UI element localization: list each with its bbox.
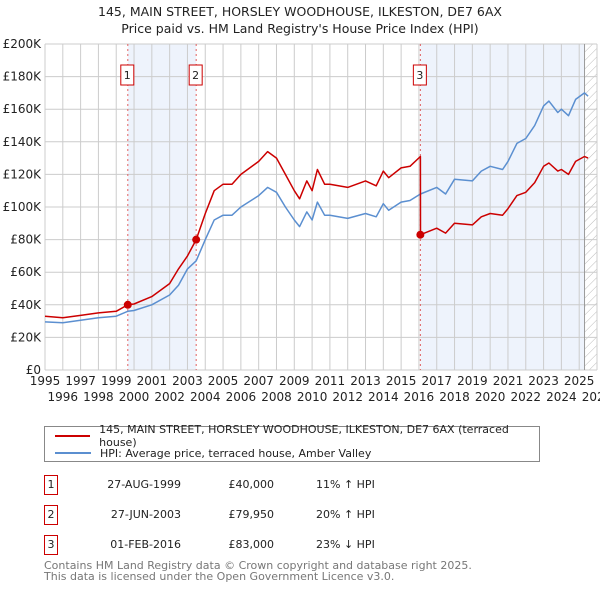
sale-marker-label: 2 — [44, 505, 58, 525]
x-tick-label: 2010 — [297, 390, 328, 404]
x-tick-label: 2015 — [386, 374, 417, 388]
chart-title: 145, MAIN STREET, HORSLEY WOODHOUSE, ILK… — [98, 4, 502, 19]
x-tick-label: 2011 — [315, 374, 346, 388]
sale-marker-label: 1 — [124, 69, 131, 82]
sale-date: 27-JUN-2003 — [110, 508, 181, 521]
chart-subtitle: Price paid vs. HM Land Registry's House … — [121, 21, 479, 36]
legend: 145, MAIN STREET, HORSLEY WOODHOUSE, ILK… — [44, 423, 540, 462]
y-tick-label: £200K — [3, 37, 43, 51]
x-tick-label: 1996 — [48, 390, 79, 404]
footer-licence: This data is licensed under the Open Gov… — [44, 570, 395, 583]
sale-marker-label: 2 — [192, 69, 199, 82]
sale-hpi-diff: 23% ↓ HPI — [316, 538, 375, 551]
legend-item-property: 145, MAIN STREET, HORSLEY WOODHOUSE, ILK… — [55, 423, 539, 449]
x-tick-label: 2000 — [119, 390, 150, 404]
property-price-line — [44, 150, 589, 319]
x-tick-label: 2013 — [350, 374, 381, 388]
x-tick-label: 2021 — [493, 374, 524, 388]
legend-label-hpi: HPI: Average price, terraced house, Ambe… — [100, 446, 372, 460]
sale-marker-box — [120, 64, 135, 86]
sale-hpi-diff: 20% ↑ HPI — [316, 508, 375, 521]
y-tick-label: £120K — [3, 167, 43, 181]
x-tick-label: 2017 — [421, 374, 452, 388]
x-tick-label: 1998 — [83, 390, 114, 404]
x-tick-label: 2007 — [243, 374, 274, 388]
x-tick-label: 2025 — [564, 374, 595, 388]
y-tick-label: £140K — [3, 135, 43, 149]
sale-price: £83,000 — [228, 538, 275, 551]
x-tick-label: 2009 — [279, 374, 310, 388]
y-tick-label: £160K — [3, 102, 43, 116]
y-tick-label: £80K — [10, 233, 42, 247]
x-tick-label: 2014 — [368, 390, 399, 404]
sale-marker-label: 3 — [416, 69, 423, 82]
x-tick-label: 2006 — [226, 390, 257, 404]
x-tick-label: 1999 — [101, 374, 132, 388]
x-tick-label: 2023 — [528, 374, 559, 388]
x-tick-label: 1995 — [30, 374, 61, 388]
hpi-line — [44, 92, 589, 324]
y-tick-label: £0 — [26, 363, 41, 377]
x-tick-label: 2018 — [439, 390, 470, 404]
sale-marker-label: 1 — [44, 475, 58, 495]
sale-marker-label: 3 — [44, 535, 58, 555]
x-tick-label: 2019 — [457, 374, 488, 388]
sale-point — [416, 230, 425, 239]
x-tick-label: 2003 — [172, 374, 203, 388]
sale-price: £79,950 — [228, 508, 275, 521]
x-tick-label: 2001 — [137, 374, 168, 388]
sale-point — [192, 235, 201, 244]
y-tick-label: £40K — [10, 298, 42, 312]
y-tick-label: £20K — [10, 330, 42, 344]
x-tick-label: 2005 — [208, 374, 239, 388]
x-tick-label: 2008 — [261, 390, 292, 404]
sale-date: 27-AUG-1999 — [107, 478, 181, 491]
legend-swatch-blue — [55, 452, 91, 454]
x-tick-label: 2026 — [582, 390, 600, 404]
y-tick-label: £60K — [10, 265, 42, 279]
sale-date: 01-FEB-2016 — [110, 538, 181, 551]
x-tick-label: 2004 — [190, 390, 221, 404]
legend-item-hpi: HPI: Average price, terraced house, Ambe… — [55, 445, 371, 461]
x-tick-label: 2024 — [546, 390, 577, 404]
x-tick-label: 2022 — [511, 390, 542, 404]
y-tick-label: £180K — [3, 70, 43, 84]
x-tick-label: 1997 — [65, 374, 96, 388]
legend-swatch-red — [55, 435, 91, 437]
sale-price: £40,000 — [228, 478, 275, 491]
footer: Contains HM Land Registry data © Crown c… — [44, 560, 472, 582]
sale-marker-box — [188, 64, 203, 86]
legend-label-property: 145, MAIN STREET, HORSLEY WOODHOUSE, ILK… — [99, 423, 509, 449]
x-tick-label: 2016 — [404, 390, 435, 404]
price-chart: 1995 1996 1997 1998 1999 2000 2001 2002 2003 2004… — [3, 37, 600, 404]
sale-hpi-diff: 11% ↑ HPI — [316, 478, 375, 491]
x-tick-label: 2020 — [475, 390, 506, 404]
footer-copyright: Contains HM Land Registry data © Crown c… — [44, 559, 472, 572]
x-tick-label: 2002 — [154, 390, 185, 404]
sale-point — [123, 300, 132, 309]
x-tick-label: 2012 — [332, 390, 363, 404]
y-tick-label: £100K — [3, 200, 43, 214]
sale-marker-box — [412, 64, 427, 86]
